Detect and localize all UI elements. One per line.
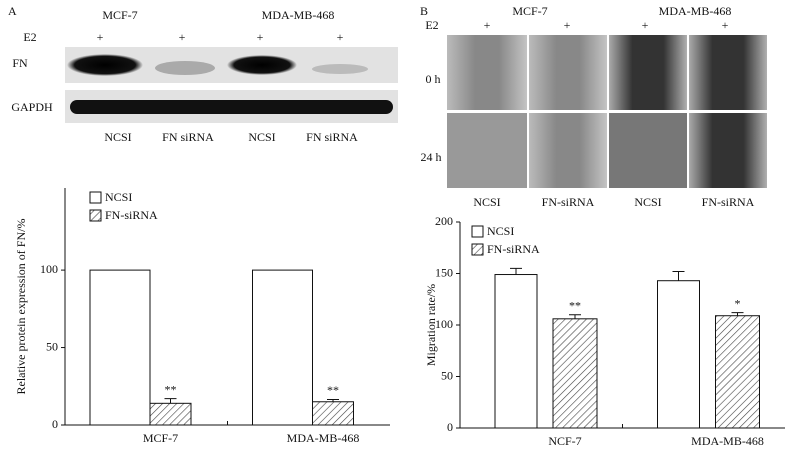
lane-label: FN-siRNA	[542, 195, 595, 209]
error-bar	[731, 312, 744, 316]
legend-label: FN-siRNA	[105, 208, 158, 222]
treatment-mark: +	[564, 18, 571, 32]
y-tick-label: 0	[447, 420, 453, 434]
error-bar	[164, 398, 177, 404]
y-axis-label: Migration rate/%	[424, 284, 438, 366]
y-tick-label: 150	[435, 265, 453, 279]
significance: **	[327, 383, 339, 397]
bar	[552, 318, 598, 429]
treatment-label: E2	[425, 18, 438, 32]
legend-swatch	[89, 209, 102, 222]
y-tick-label: 200	[435, 214, 453, 228]
cell-line: MDA-MB-468	[262, 8, 335, 22]
panel-label: A	[8, 4, 17, 18]
x-tick-label: MCF-7	[143, 431, 178, 445]
cell-line: MDA-MB-468	[659, 4, 732, 18]
lane-label: NCSI	[634, 195, 661, 209]
legend-swatch	[471, 225, 484, 238]
significance: **	[569, 298, 581, 312]
y-tick-label: 50	[441, 368, 453, 382]
bar	[149, 402, 192, 426]
y-tick-label: 0	[52, 417, 58, 431]
treatment-mark: +	[97, 30, 104, 44]
bar	[252, 269, 313, 426]
treatment-mark: +	[722, 18, 729, 32]
legend-label: NCSI	[105, 190, 132, 204]
treatment-mark: +	[484, 18, 491, 32]
bar	[715, 315, 760, 429]
error-bar	[327, 398, 339, 402]
cell-line: MCF-7	[512, 4, 547, 18]
y-axis-label: Relative protein expression of FN/%	[14, 219, 28, 395]
lane-label: NCSI	[104, 130, 131, 144]
error-bar	[569, 314, 581, 319]
x-tick-label: MDA-MB-468	[691, 434, 764, 448]
treatment-mark: +	[179, 30, 186, 44]
treatment-label: E2	[23, 30, 36, 44]
blot-image	[65, 47, 398, 123]
bar	[657, 280, 700, 429]
lane-label: FN siRNA	[306, 130, 358, 144]
y-tick-label: 50	[46, 339, 58, 353]
blot-row-label: GAPDH	[11, 100, 53, 114]
error-bar	[672, 270, 685, 281]
legend-label: FN-siRNA	[487, 242, 540, 256]
x-tick-label: MDA-MB-468	[287, 431, 360, 445]
lane-label: NCSI	[248, 130, 275, 144]
migration-images	[447, 35, 767, 188]
legend-swatch	[471, 243, 484, 256]
blot-row-label: FN	[12, 56, 28, 70]
legend-swatch	[89, 191, 102, 204]
cell-line: MCF-7	[102, 8, 137, 22]
panel-label: B	[420, 4, 428, 18]
bar	[312, 401, 354, 426]
treatment-mark: +	[337, 30, 344, 44]
significance: *	[735, 296, 741, 310]
treatment-mark: +	[257, 30, 264, 44]
treatment-mark: +	[642, 18, 649, 32]
significance: **	[165, 382, 177, 396]
lane-label: NCSI	[473, 195, 500, 209]
bar	[494, 274, 538, 429]
lane-label: FN siRNA	[162, 130, 214, 144]
row-label: 24 h	[421, 150, 442, 164]
y-tick-label: 100	[435, 317, 453, 331]
y-tick-label: 100	[40, 262, 58, 276]
legend-label: NCSI	[487, 224, 514, 238]
error-bar	[510, 267, 522, 275]
bar	[89, 269, 151, 426]
row-label: 0 h	[426, 72, 441, 86]
x-tick-label: NCF-7	[548, 434, 581, 448]
lane-label: FN-siRNA	[702, 195, 755, 209]
